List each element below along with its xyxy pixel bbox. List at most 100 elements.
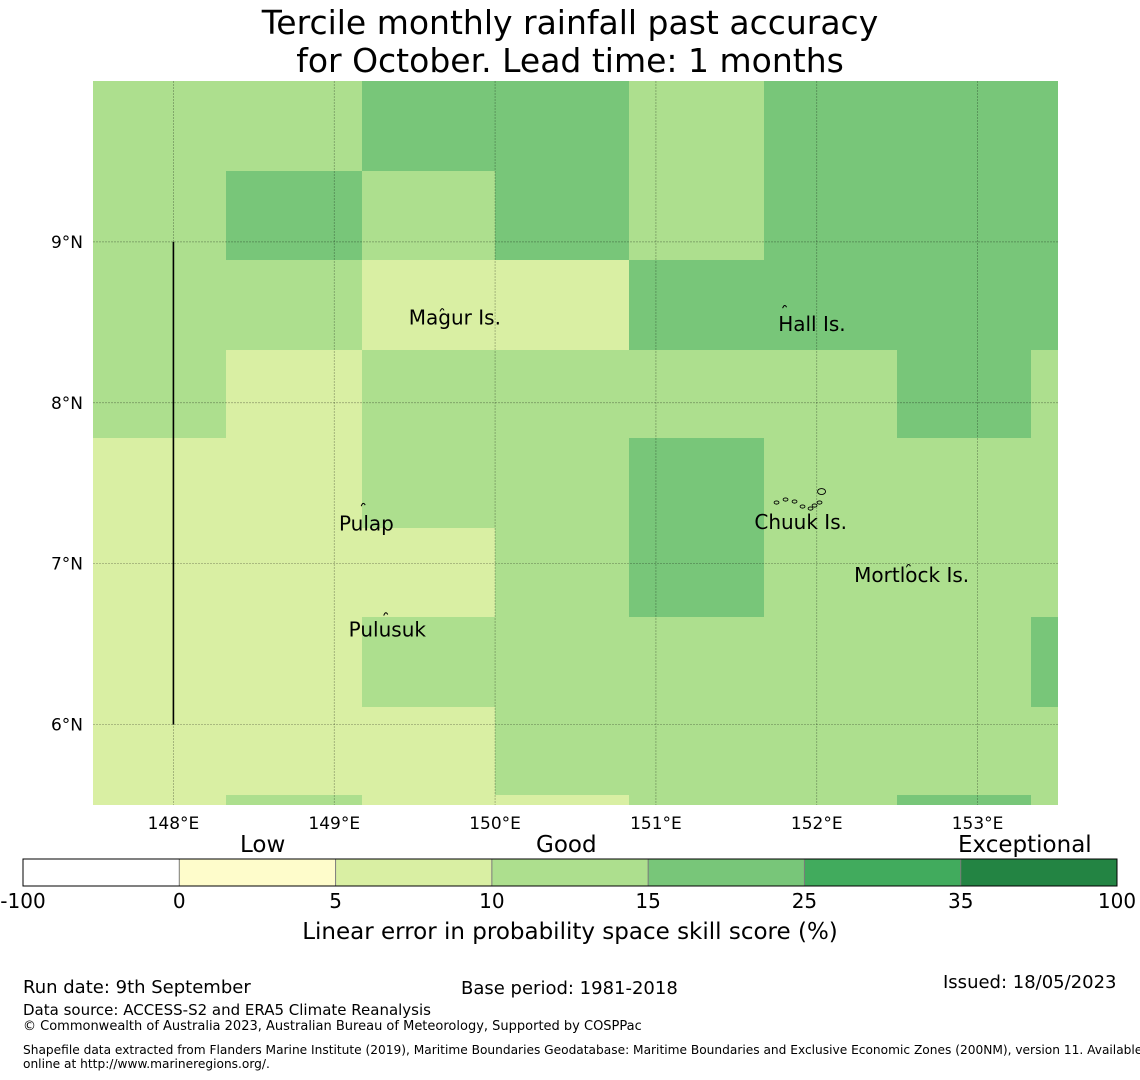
skill-cell [495, 617, 629, 707]
skill-cell [226, 707, 362, 795]
skill-cell [629, 707, 764, 795]
skill-cell [226, 171, 362, 260]
skill-cell [226, 81, 362, 171]
skill-cell [93, 81, 226, 171]
skill-cell [362, 81, 495, 171]
skill-cell [764, 350, 897, 438]
title-line-1: Tercile monthly rainfall past accuracy [261, 3, 879, 42]
skill-cell [629, 81, 764, 171]
colorbar-label: Linear error in probability space skill … [302, 919, 838, 945]
skill-cell [764, 617, 897, 707]
island-outlines [360, 304, 911, 616]
skill-cell [1031, 260, 1058, 350]
lon-tick-label: 149°E [308, 814, 360, 834]
skill-cell [495, 171, 629, 260]
skill-cell [226, 260, 362, 350]
skill-cell [1031, 617, 1058, 707]
skill-cell [897, 795, 1031, 805]
skill-cell [93, 528, 226, 617]
lat-tick-label: 8°N [51, 394, 83, 414]
skill-cell [897, 528, 1031, 617]
skill-cell [629, 438, 764, 528]
colorbar-swatch [804, 859, 961, 886]
skill-cell [495, 81, 629, 171]
skill-cell [362, 350, 495, 438]
place-label: Mortlock Is. [854, 563, 969, 587]
colorbar-title-low: Low [240, 832, 286, 858]
skill-cell [226, 528, 362, 617]
skill-cell [495, 350, 629, 438]
lat-tick-label: 9°N [51, 233, 83, 253]
skill-cell [629, 260, 764, 350]
skill-cell [1031, 350, 1058, 438]
chart-title: Tercile monthly rainfall past accuracy f… [0, 4, 1140, 80]
skill-cell [362, 260, 495, 350]
island-chuuk [791, 499, 798, 504]
skill-grid [93, 81, 1058, 805]
skill-cell [226, 617, 362, 707]
colorbar-swatch [23, 859, 180, 886]
skill-cell [362, 528, 495, 617]
skill-cell [1031, 528, 1058, 617]
latitude-ticks: 9°N 8°N 7°N 6°N [51, 233, 83, 736]
skill-cell [764, 528, 897, 617]
skill-cell [362, 707, 495, 795]
place-label: Pulusuk [349, 618, 427, 642]
skill-cell [1031, 438, 1058, 528]
skill-cell [897, 438, 1031, 528]
island-mortlock [905, 564, 911, 568]
skill-cell [226, 795, 362, 805]
graticule [93, 81, 1058, 805]
skill-cell [764, 171, 897, 260]
skill-cell [897, 617, 1031, 707]
place-label: Hall Is. [778, 312, 845, 336]
skill-cell [93, 795, 226, 805]
longitude-ticks: 148°E 149°E 150°E 151°E 152°E 153°E [148, 814, 1004, 834]
colorbar-swatch [179, 859, 336, 886]
skill-cell [897, 707, 1031, 795]
lon-tick-label: 150°E [469, 814, 521, 834]
skill-cell [362, 438, 495, 528]
skill-cell [362, 795, 495, 805]
skill-cell [1031, 171, 1058, 260]
skill-cell [629, 528, 764, 617]
island-chuuk [799, 504, 806, 509]
lat-tick-label: 7°N [51, 555, 83, 575]
title-line-2: for October. Lead time: 1 months [296, 41, 844, 80]
skill-cell [362, 617, 495, 707]
skill-cell [93, 617, 226, 707]
skill-cell [764, 707, 897, 795]
island-hall [782, 304, 788, 309]
skill-cell [93, 260, 226, 350]
skill-cell [1031, 81, 1058, 171]
island-chuuk [782, 497, 789, 502]
colorbar-swatch [491, 859, 649, 886]
island-chuuk [773, 500, 780, 505]
run-date: Run date: 9th September [23, 977, 251, 998]
skill-cell [93, 171, 226, 260]
colorbar-swatch [960, 859, 1117, 886]
skill-cell [629, 171, 764, 260]
skill-cell [226, 438, 362, 528]
skill-cell [495, 795, 629, 805]
skill-cell [226, 350, 362, 438]
skill-cell [93, 438, 226, 528]
issued-date: Issued: 18/05/2023 [943, 972, 1117, 993]
colorbar-tick-label: 15 [635, 889, 661, 913]
skill-cell [764, 260, 897, 350]
skill-cell [1031, 795, 1058, 805]
skill-cell [495, 528, 629, 617]
colorbar-tick-label: 5 [329, 889, 342, 913]
colorbar-swatch [648, 859, 805, 886]
colorbar-title-good: Good [536, 832, 597, 858]
skill-cell [764, 795, 897, 805]
skill-cell [495, 260, 629, 350]
colorbar-tick-label: 35 [947, 889, 974, 913]
data-source: Data source: ACCESS-S2 and ERA5 Climate … [23, 1001, 431, 1019]
lon-tick-label: 152°E [791, 814, 843, 834]
lat-tick-label: 6°N [51, 716, 83, 736]
place-labels: Magur Is. Hall Is. Pulap Chuuk Is. Mortlock … [339, 306, 969, 642]
skill-cell [1031, 707, 1058, 795]
skill-cell [764, 81, 897, 171]
